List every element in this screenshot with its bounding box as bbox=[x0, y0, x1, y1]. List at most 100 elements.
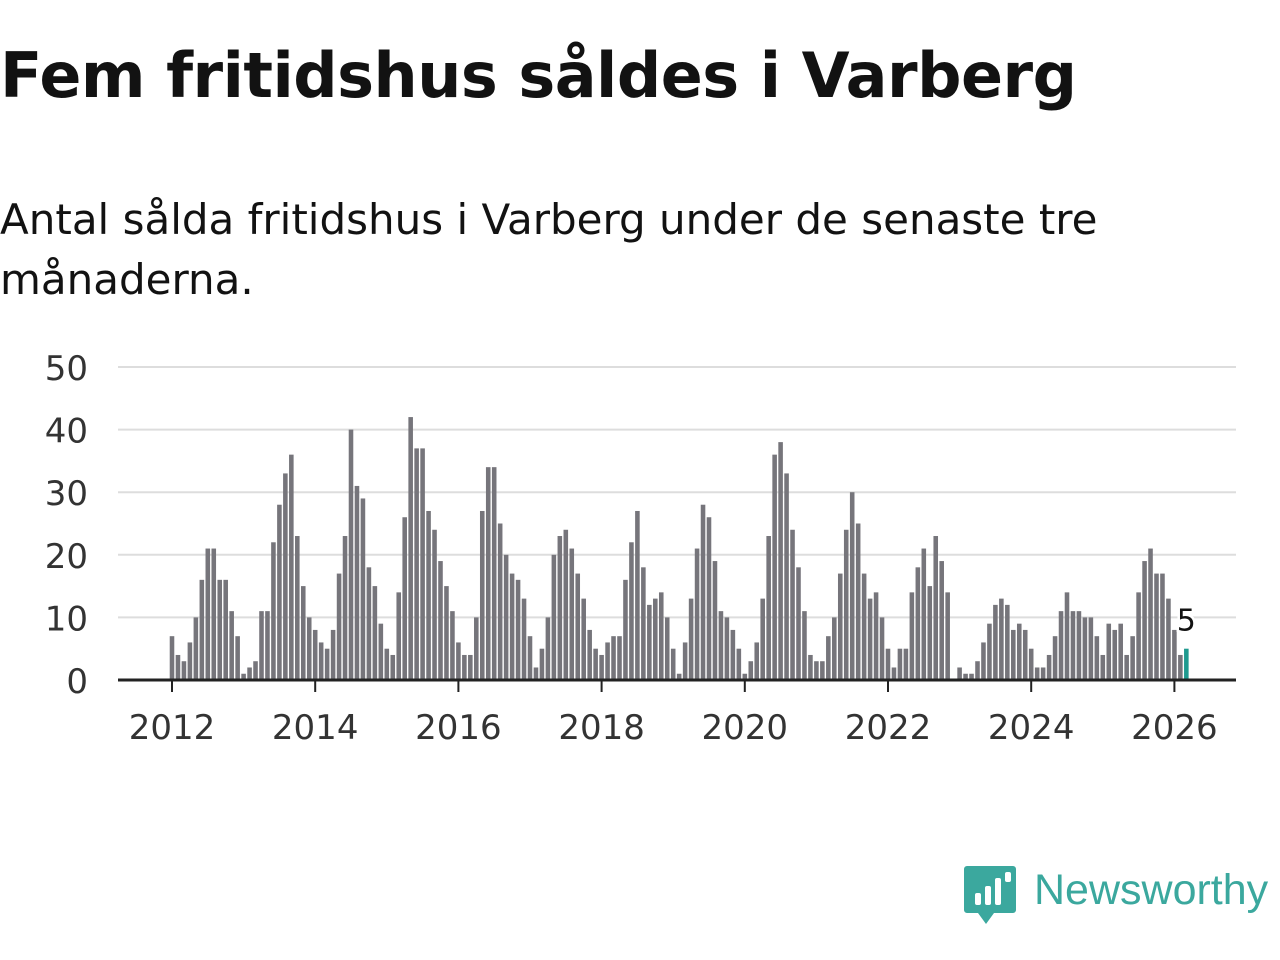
last-value-label: 5 bbox=[1177, 604, 1196, 639]
bar bbox=[843, 529, 849, 680]
bar bbox=[563, 529, 569, 680]
bar bbox=[485, 467, 491, 680]
bar bbox=[1076, 611, 1082, 680]
bar bbox=[1070, 611, 1076, 680]
bar bbox=[169, 636, 175, 680]
bar bbox=[682, 642, 688, 680]
bar bbox=[742, 673, 748, 680]
bar bbox=[402, 517, 407, 680]
bar bbox=[736, 648, 742, 680]
bar bbox=[700, 504, 706, 680]
bar bbox=[718, 611, 724, 680]
bar bbox=[1022, 629, 1028, 680]
bar bbox=[694, 548, 700, 680]
y-tick-label: 20 bbox=[45, 537, 88, 577]
bar bbox=[462, 654, 467, 680]
bar bbox=[712, 561, 718, 680]
bars bbox=[169, 417, 1189, 680]
bar bbox=[1130, 636, 1135, 680]
bar bbox=[324, 648, 330, 680]
bar bbox=[312, 629, 318, 680]
bar bbox=[336, 573, 342, 680]
bar bbox=[474, 617, 479, 680]
bar bbox=[593, 648, 598, 680]
bar bbox=[557, 536, 563, 680]
y-tick-label: 40 bbox=[45, 412, 88, 452]
y-tick-label: 30 bbox=[45, 474, 88, 514]
bar bbox=[509, 573, 515, 680]
bar bbox=[1040, 667, 1046, 680]
bar bbox=[670, 648, 676, 680]
y-tick-label: 0 bbox=[66, 662, 88, 702]
bar bbox=[539, 648, 545, 680]
bar bbox=[247, 667, 252, 680]
bar bbox=[581, 598, 586, 680]
bar bbox=[300, 586, 306, 680]
bar bbox=[647, 604, 652, 680]
bar bbox=[1124, 654, 1129, 680]
bar bbox=[814, 661, 819, 680]
bar bbox=[491, 467, 497, 680]
bar bbox=[1172, 629, 1177, 680]
bar bbox=[784, 473, 789, 680]
bar bbox=[975, 661, 980, 680]
bar bbox=[1160, 573, 1165, 680]
bar bbox=[521, 598, 527, 680]
bar bbox=[641, 567, 646, 680]
bar bbox=[1094, 636, 1100, 680]
bar bbox=[867, 598, 873, 680]
bar bbox=[939, 561, 944, 680]
y-tick-label: 50 bbox=[45, 349, 88, 389]
bar bbox=[820, 661, 825, 680]
bar bbox=[468, 654, 473, 680]
bar bbox=[306, 617, 312, 680]
bar bbox=[515, 579, 521, 680]
bar bbox=[1142, 561, 1147, 680]
bar bbox=[653, 598, 658, 680]
bar bbox=[193, 617, 199, 680]
bar bbox=[1106, 623, 1112, 680]
bar bbox=[1046, 654, 1052, 680]
bar bbox=[456, 642, 461, 680]
bar bbox=[479, 510, 485, 680]
bar bbox=[778, 442, 783, 680]
bar bbox=[450, 611, 455, 680]
annotations: 5 bbox=[1174, 601, 1198, 641]
x-tick-label: 2020 bbox=[702, 708, 789, 748]
bar bbox=[1100, 654, 1106, 680]
bar bbox=[808, 654, 813, 680]
bar-chart: 0 10 20 30 40 50 2012 2014 2016 2018 2020 2022 2024… bbox=[45, 349, 1236, 748]
bar bbox=[265, 611, 270, 680]
bar bbox=[569, 548, 575, 680]
bar bbox=[229, 611, 234, 680]
bar bbox=[342, 536, 348, 680]
bar bbox=[575, 573, 581, 680]
bar bbox=[1154, 573, 1159, 680]
bar bbox=[1028, 648, 1034, 680]
bar bbox=[1052, 636, 1058, 680]
x-tick-label: 2026 bbox=[1131, 708, 1218, 748]
bar bbox=[1058, 611, 1064, 680]
y-tick-label: 10 bbox=[45, 599, 88, 639]
bar bbox=[205, 548, 211, 680]
bar bbox=[605, 642, 610, 680]
bar bbox=[1118, 623, 1123, 680]
bar bbox=[945, 592, 950, 680]
bar bbox=[1136, 592, 1141, 680]
bar bbox=[414, 448, 419, 680]
bar bbox=[855, 523, 861, 680]
bar bbox=[802, 611, 807, 680]
bar bbox=[658, 592, 664, 680]
gridlines bbox=[118, 366, 1236, 619]
bar bbox=[754, 642, 760, 680]
bar bbox=[826, 636, 831, 680]
newsworthy-logo-text: Newsworthy bbox=[1034, 866, 1269, 914]
bar bbox=[760, 598, 765, 680]
bar bbox=[253, 661, 258, 680]
bar bbox=[1112, 629, 1118, 680]
bar bbox=[426, 510, 431, 680]
bar bbox=[748, 661, 754, 680]
bar bbox=[1034, 667, 1040, 680]
bar bbox=[181, 661, 187, 680]
bar bbox=[348, 429, 354, 680]
